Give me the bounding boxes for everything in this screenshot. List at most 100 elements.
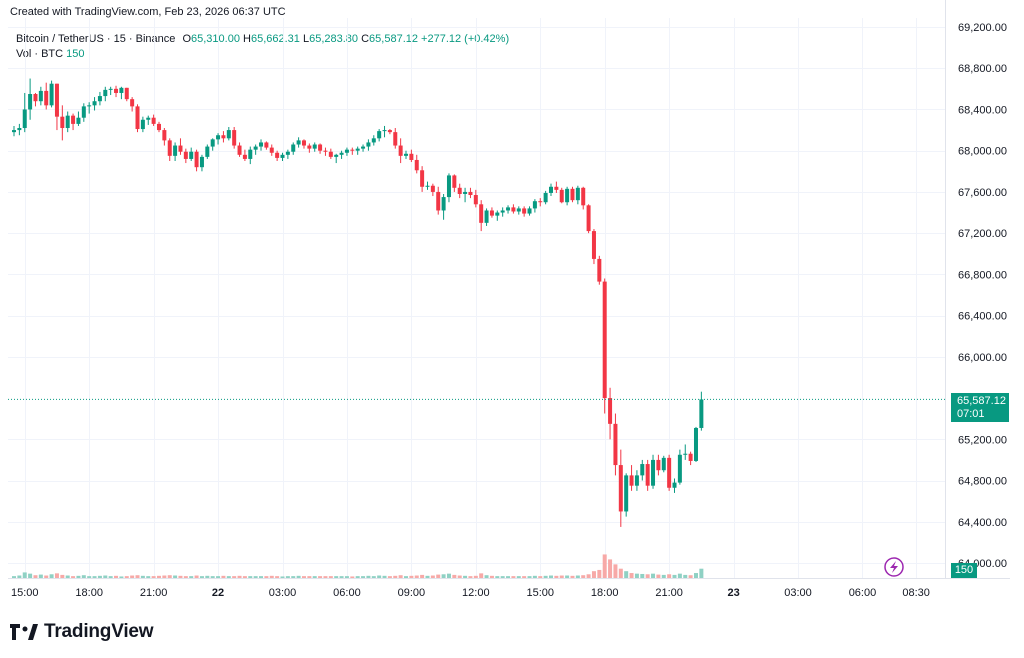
volume-bar — [484, 575, 489, 578]
volume-bar — [199, 576, 204, 578]
volume-bar — [371, 576, 376, 578]
candle-body — [269, 147, 274, 153]
candle-body — [387, 130, 392, 133]
candle-body — [54, 83, 59, 117]
volume-bar — [151, 576, 156, 578]
candle-body — [430, 185, 435, 192]
volume-bar — [629, 573, 634, 578]
candle-countdown: 07:01 — [957, 408, 985, 420]
volume-bar — [409, 575, 414, 578]
open-value: 65,310.00 — [191, 33, 240, 45]
volume-bar — [103, 575, 108, 578]
candle-body — [17, 128, 22, 131]
volume-bar — [264, 576, 269, 578]
candle-body — [301, 140, 306, 146]
volume-bar — [226, 576, 231, 578]
x-tick-label: 09:00 — [398, 587, 426, 599]
candle-body — [538, 201, 543, 203]
volume-bar — [12, 576, 16, 578]
volume-bar — [210, 576, 215, 578]
volume-bar — [446, 573, 451, 578]
candle-body — [672, 482, 677, 488]
high-label: H — [243, 33, 251, 45]
volume-bar — [301, 576, 306, 578]
candle-body — [473, 195, 478, 205]
volume-bar — [382, 575, 387, 578]
volume-bar — [699, 568, 704, 578]
open-label: O — [182, 33, 192, 45]
candle-body — [318, 144, 323, 151]
candle-body — [130, 99, 135, 107]
candle-body — [500, 210, 505, 213]
candle-body — [441, 197, 446, 211]
x-tick-label: 08:30 — [902, 587, 930, 599]
volume-bar — [339, 576, 344, 578]
y-tick-label: 67,600.00 — [958, 187, 1007, 199]
candle-body — [33, 94, 38, 102]
volume-bar — [683, 574, 688, 578]
low-value: 65,283.80 — [309, 33, 359, 45]
y-tick-label: 66,400.00 — [958, 311, 1007, 323]
candle-body — [71, 115, 76, 124]
chart-legend: Bitcoin / TetherUS · 15 · Binance O65,31… — [16, 32, 509, 62]
candle-body — [328, 151, 333, 157]
y-tick-label: 66,000.00 — [958, 352, 1007, 364]
last-price-tag: 65,587.12 07:01 — [951, 393, 1009, 422]
candle-body — [108, 88, 113, 90]
volume-bar — [92, 576, 97, 578]
candle-body — [624, 475, 629, 512]
volume-bar — [651, 573, 656, 578]
volume-bar — [672, 574, 677, 578]
candle-body — [151, 117, 156, 124]
lightning-icon[interactable] — [884, 557, 904, 577]
candle-body — [479, 204, 484, 223]
volume-bar — [344, 576, 349, 578]
candle-body — [570, 188, 575, 201]
x-tick-label: 15:00 — [11, 587, 39, 599]
volume-bar — [71, 576, 76, 578]
candle-body — [371, 138, 376, 143]
close-label: C — [361, 33, 370, 45]
candle-body — [199, 156, 204, 168]
candle-body — [575, 187, 580, 201]
volume-bar — [60, 574, 65, 578]
volume-bar — [194, 575, 199, 578]
y-tick-label: 68,000.00 — [958, 146, 1007, 158]
tradingview-brand: TradingView — [44, 621, 154, 642]
volume-bar — [76, 575, 81, 578]
candle-body — [425, 185, 430, 187]
candle-body — [87, 105, 92, 107]
candle-body — [532, 201, 537, 209]
volume-bar — [114, 575, 119, 578]
candle-body — [613, 423, 618, 466]
candle-body — [183, 151, 188, 159]
candle-body — [565, 188, 570, 203]
candle-body — [28, 94, 33, 110]
candle-body — [44, 90, 49, 106]
volume-bar — [355, 576, 360, 578]
change-value: +277.12 (+0.42%) — [421, 33, 510, 45]
candle-body — [597, 258, 602, 282]
volume-bar — [97, 575, 102, 578]
candle-body — [667, 457, 672, 488]
y-tick-label: 69,200.00 — [958, 22, 1007, 34]
volume-bar — [253, 576, 258, 578]
candle-body — [22, 109, 27, 129]
candle-body — [189, 151, 194, 159]
volume-bar — [237, 575, 242, 578]
candle-body — [296, 140, 301, 145]
candle-body — [307, 145, 312, 149]
volume-bar — [624, 571, 629, 578]
volume-bar — [291, 576, 296, 578]
volume-bar — [404, 576, 409, 578]
candle-body — [334, 154, 339, 157]
volume-bar — [189, 576, 194, 578]
candle-body — [661, 457, 666, 471]
volume-bar — [420, 574, 425, 578]
candle-body — [559, 189, 564, 203]
volume-bar — [232, 576, 237, 578]
volume-bar — [173, 575, 178, 578]
volume-bar — [318, 576, 323, 578]
candle-body — [350, 149, 355, 151]
